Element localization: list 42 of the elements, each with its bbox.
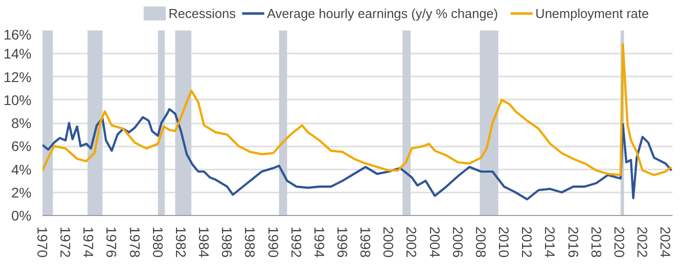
x-tick-label: 1998 <box>358 226 374 258</box>
legend-label: Average hourly earnings (y/y % change) <box>266 6 498 21</box>
x-tick-label: 1988 <box>242 226 258 258</box>
x-tick-label: 1996 <box>334 226 350 258</box>
y-tick-label: 14% <box>3 46 32 62</box>
x-tick-label: 2006 <box>450 226 466 258</box>
y-tick-label: 0% <box>11 208 32 224</box>
y-tick-label: 4% <box>11 161 32 178</box>
y-tick-label: 10% <box>3 92 32 108</box>
x-tick-label: 1986 <box>219 226 236 258</box>
legend-label: Recessions <box>168 6 236 21</box>
x-tick-label: 1978 <box>126 226 143 258</box>
y-tick-label: 12% <box>3 68 32 85</box>
y-tick-label: 6% <box>11 138 32 154</box>
x-tick-label: 2000 <box>380 226 397 258</box>
line-series <box>42 108 672 200</box>
x-tick-label: 1974 <box>80 226 97 258</box>
x-tick-label: 2024 <box>658 226 674 258</box>
x-tick-label: 2018 <box>588 226 604 258</box>
x-tick-label: 2012 <box>519 226 536 258</box>
x-tick-label: 1992 <box>288 226 304 258</box>
y-tick-label: 2% <box>11 184 32 200</box>
x-tick-label: 1976 <box>104 226 120 258</box>
x-tick-label: 2002 <box>404 226 420 258</box>
x-tick-label: 1982 <box>172 226 189 258</box>
x-tick-label: 2014 <box>542 226 558 258</box>
y-tick-label: 16% <box>3 26 32 42</box>
legend-label: Unemployment rate <box>535 6 649 21</box>
x-tick-label: 1972 <box>58 226 74 258</box>
x-tick-label: 2004 <box>426 226 443 258</box>
x-tick-label: 2022 <box>634 226 650 258</box>
x-tick-label: 1984 <box>196 226 212 258</box>
x-tick-label: 2010 <box>496 226 512 258</box>
x-tick-label: 2008 <box>472 226 489 258</box>
y-tick-label: 8% <box>11 115 32 131</box>
x-tick-label: 2020 <box>611 226 628 258</box>
x-tick-label: 1990 <box>265 226 282 258</box>
x-tick-label: 1994 <box>311 226 328 258</box>
line-series <box>42 43 672 176</box>
x-tick-label: 1970 <box>34 226 50 258</box>
x-tick-label: 2016 <box>565 226 582 258</box>
x-tick-label: 1980 <box>150 226 166 258</box>
